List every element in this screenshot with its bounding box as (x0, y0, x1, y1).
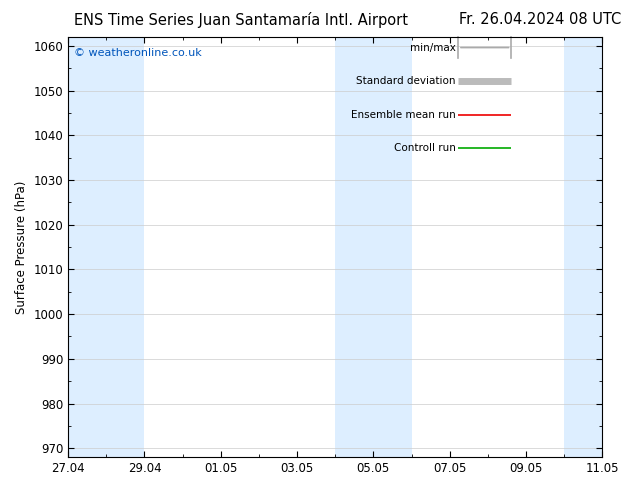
Text: Fr. 26.04.2024 08 UTC: Fr. 26.04.2024 08 UTC (459, 12, 621, 27)
Text: ENS Time Series Juan Santamaría Intl. Airport: ENS Time Series Juan Santamaría Intl. Ai… (74, 12, 408, 28)
Text: © weatheronline.co.uk: © weatheronline.co.uk (74, 48, 201, 57)
Text: min/max: min/max (410, 43, 455, 52)
Y-axis label: Surface Pressure (hPa): Surface Pressure (hPa) (15, 180, 28, 314)
Bar (564, 37, 602, 457)
Text: Controll run: Controll run (394, 144, 455, 153)
Text: Ensemble mean run: Ensemble mean run (351, 110, 455, 120)
Bar (335, 37, 411, 457)
Bar (68, 37, 145, 457)
Text: Standard deviation: Standard deviation (356, 76, 455, 86)
